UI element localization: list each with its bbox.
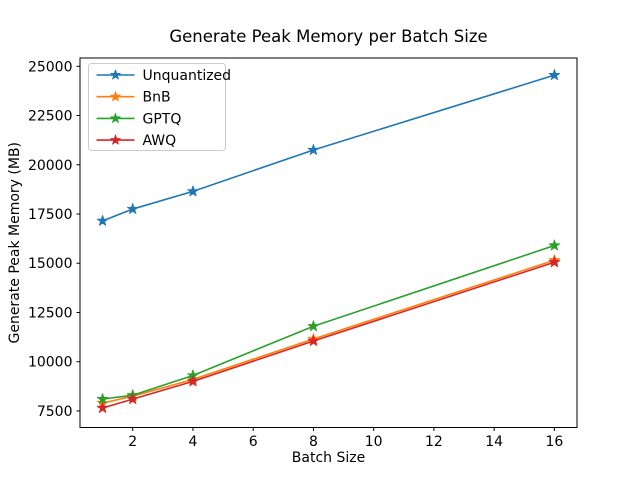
legend-marker-sample (110, 69, 121, 80)
legend-marker-sample (110, 134, 121, 145)
x-tick-label: 8 (309, 434, 318, 450)
legend: Unquantized BnB GPTQ AWQ (88, 63, 232, 151)
chart-title: Generate Peak Memory per Batch Size (169, 27, 487, 46)
x-tick-label: 12 (425, 434, 443, 450)
y-tick-label: 25000 (28, 59, 73, 75)
y-tick-label: 20000 (28, 158, 73, 174)
marker-awq (548, 256, 561, 268)
marker-gptq (548, 239, 561, 251)
series-line-gptq (102, 244, 555, 400)
y-tick-label: 7500 (37, 404, 73, 420)
marker-unquantized (307, 143, 320, 155)
x-tick-label: 14 (485, 434, 503, 450)
axes-spines (79, 57, 578, 428)
x-tick-label: 10 (365, 434, 383, 450)
x-tick-label: 4 (188, 434, 197, 450)
x-tick-label: 16 (545, 434, 563, 450)
marker-awq (126, 393, 139, 405)
marker-awq (96, 402, 109, 413)
y-tick-label: 17500 (28, 207, 73, 223)
marker-awq (187, 375, 199, 387)
x-axis-label: Batch Size (292, 450, 365, 466)
y-tick-label: 22500 (28, 109, 73, 125)
marker-unquantized (126, 203, 139, 214)
plot-area: 2 4 6 8 10 12 14 16 7500 10000 12500 15000 17500 2000… (28, 57, 578, 450)
legend-marker-sample (110, 112, 121, 123)
marker-gptq (307, 320, 320, 332)
x-tick-label: 2 (128, 434, 137, 450)
legend-label-awq: AWQ (143, 133, 177, 149)
legend-marker-sample (110, 91, 121, 102)
legend-label-gptq: GPTQ (143, 111, 182, 127)
legend-label-bnb: BnB (143, 90, 171, 106)
legend-frame (88, 63, 226, 151)
marker-unquantized (96, 214, 109, 226)
y-axis-label: Generate Peak Memory (MB) (7, 142, 23, 344)
series-line-bnb (102, 259, 555, 404)
marker-gptq (96, 393, 109, 405)
legend-label-unquantized: Unquantized (143, 68, 232, 84)
x-tick-label: 6 (249, 434, 258, 450)
marker-awq (307, 335, 320, 346)
marker-unquantized (187, 185, 199, 197)
y-tick-label: 12500 (28, 305, 73, 321)
y-tick-label: 10000 (28, 355, 73, 371)
marker-unquantized (548, 69, 561, 81)
y-tick-label: 15000 (28, 256, 73, 272)
